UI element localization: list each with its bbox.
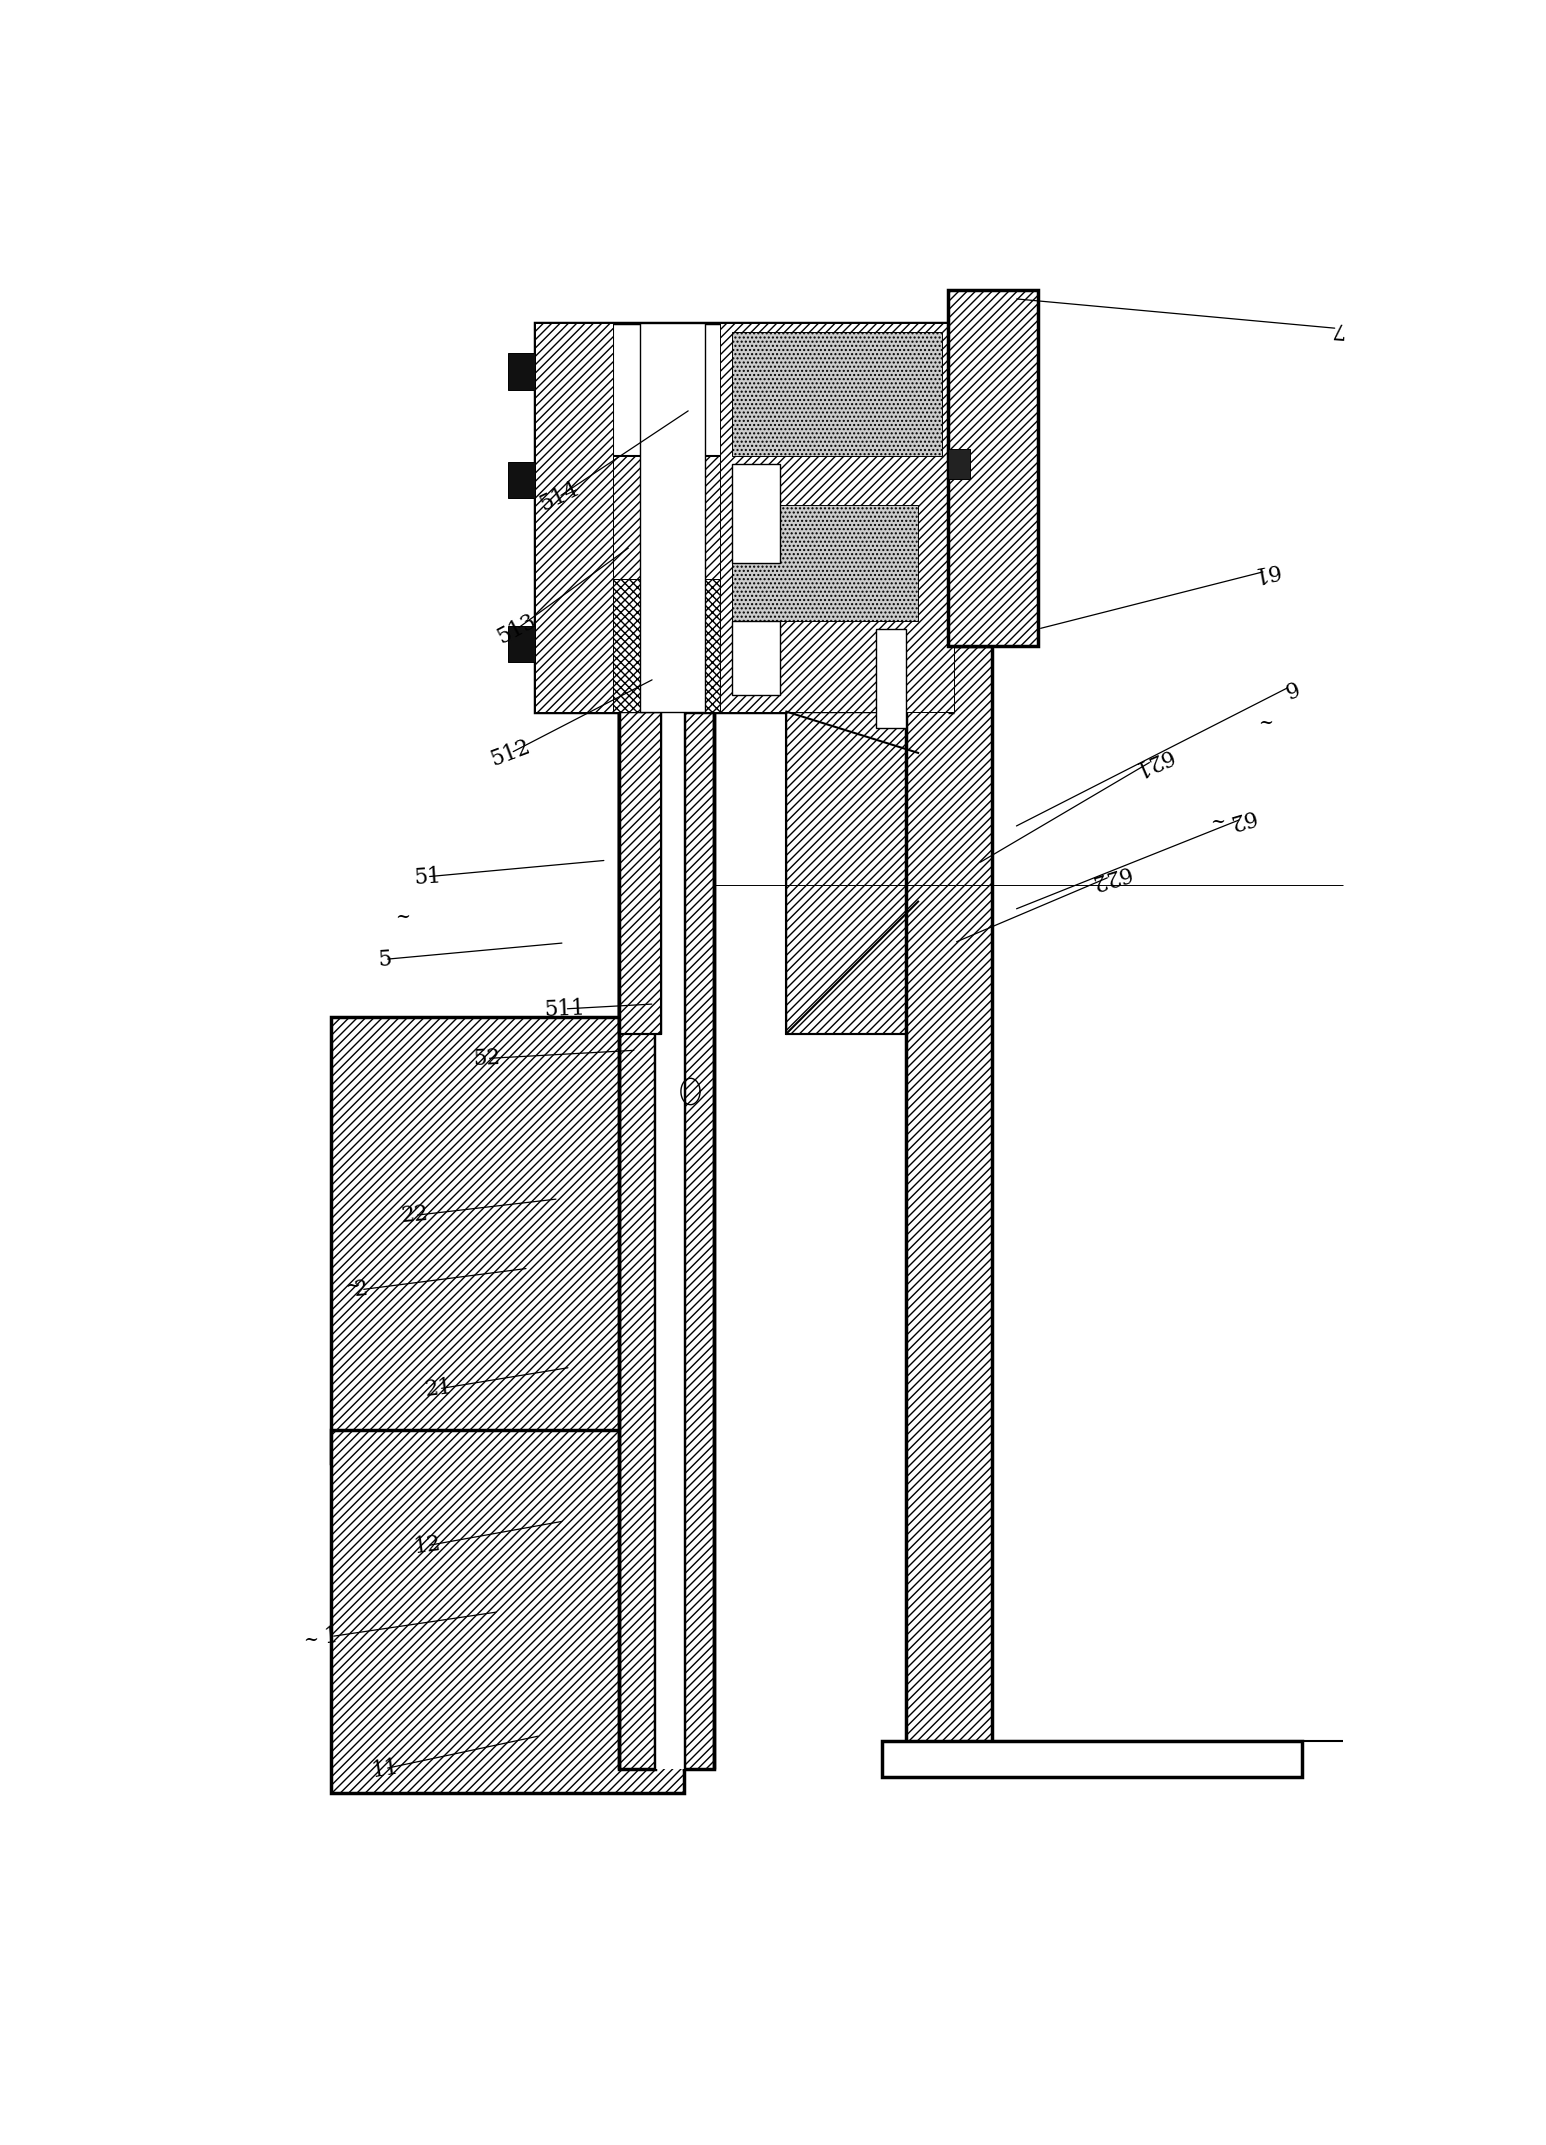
- Bar: [948, 290, 1037, 646]
- Bar: [612, 579, 720, 712]
- Bar: [331, 1017, 637, 1463]
- Text: 11: 11: [369, 1757, 400, 1782]
- Text: ~: ~: [303, 1630, 318, 1650]
- Bar: [618, 712, 654, 1770]
- Bar: [654, 712, 685, 1770]
- Bar: [787, 712, 918, 1034]
- Bar: [612, 455, 720, 579]
- Text: 21: 21: [424, 1377, 455, 1401]
- Bar: [906, 646, 993, 1761]
- Text: ~: ~: [345, 1278, 360, 1296]
- Text: 6: 6: [1280, 674, 1300, 699]
- Text: 7: 7: [1330, 317, 1345, 339]
- Bar: [640, 324, 705, 712]
- Bar: [331, 1431, 685, 1793]
- Text: 22: 22: [400, 1203, 430, 1227]
- Bar: [883, 1740, 1302, 1776]
- Bar: [877, 628, 906, 727]
- Bar: [618, 712, 660, 1034]
- Bar: [733, 463, 781, 562]
- Text: 61: 61: [1251, 558, 1282, 583]
- Text: ~: ~: [1211, 813, 1224, 832]
- Text: 512: 512: [487, 736, 533, 770]
- Bar: [733, 620, 781, 695]
- Bar: [685, 712, 714, 1770]
- Text: 2: 2: [352, 1278, 369, 1302]
- Bar: [535, 324, 954, 712]
- Text: 514: 514: [535, 478, 581, 515]
- Bar: [535, 324, 612, 712]
- Text: 62: 62: [1226, 804, 1258, 834]
- Text: ~: ~: [396, 907, 410, 924]
- Bar: [720, 324, 954, 712]
- Bar: [509, 354, 535, 390]
- Text: 5: 5: [377, 948, 393, 972]
- Bar: [733, 332, 942, 455]
- Text: 511: 511: [544, 997, 586, 1021]
- Bar: [733, 504, 918, 620]
- Text: 51: 51: [413, 864, 441, 888]
- Text: 621: 621: [1129, 742, 1175, 779]
- Bar: [948, 448, 969, 478]
- Text: 12: 12: [411, 1534, 442, 1559]
- Text: 622: 622: [1087, 860, 1133, 892]
- Bar: [509, 626, 535, 663]
- Text: ~: ~: [1258, 714, 1272, 731]
- Text: 513: 513: [493, 609, 540, 648]
- Text: 1: 1: [323, 1626, 339, 1647]
- Bar: [509, 461, 535, 498]
- Text: 52: 52: [473, 1047, 501, 1070]
